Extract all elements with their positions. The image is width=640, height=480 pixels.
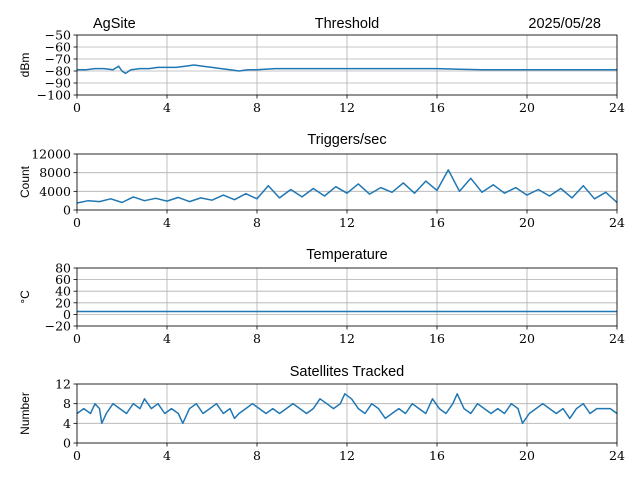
- satellites-xtick-label: 16: [429, 448, 445, 463]
- threshold-ylabel: dBm: [18, 53, 32, 78]
- threshold-xtick-label: 8: [253, 100, 261, 115]
- threshold-ytick-label: −90: [45, 76, 71, 91]
- temperature-xtick-label: 20: [519, 331, 535, 346]
- temperature-ytick-label: 80: [55, 261, 71, 276]
- triggers-ytick-label: 12000: [31, 147, 71, 162]
- triggers-xtick-label: 0: [73, 215, 81, 230]
- satellites-ytick-label: 0: [63, 436, 71, 451]
- triggers-ytick-label: 4000: [39, 184, 71, 199]
- satellites-ytick-label: 8: [63, 396, 71, 411]
- triggers-ytick-label: 8000: [39, 165, 71, 180]
- threshold-ytick-label: −50: [45, 28, 71, 43]
- temperature-xtick-label: 24: [609, 331, 625, 346]
- satellites-xtick-label: 4: [163, 448, 171, 463]
- chart-panels: 0 4 8 12 16 20 24 −100−90−80−70−60−50 Threshold d…: [18, 16, 625, 463]
- satellites-xtick-label: 12: [339, 448, 355, 463]
- threshold-ytick-label: −70: [45, 52, 71, 67]
- triggers-ylabel: Count: [18, 165, 32, 198]
- triggers-xtick-label: 24: [609, 215, 625, 230]
- threshold-ytick-label: −100: [37, 88, 71, 103]
- triggers-title: Triggers/sec: [307, 132, 386, 148]
- satellites-xtick-label: 0: [73, 448, 81, 463]
- satellites-title: Satellites Tracked: [290, 364, 404, 380]
- threshold-ytick-label: −80: [45, 64, 71, 79]
- triggers-panel: 0 4 8 12 16 20 24 0 4000 8000 12000 Triggers/sec Cou…: [18, 132, 625, 230]
- threshold-title: Threshold: [315, 16, 379, 32]
- temperature-ytick-label: 60: [55, 272, 71, 287]
- temperature-ytick-label: 20: [55, 295, 71, 310]
- triggers-xtick-label: 12: [339, 215, 355, 230]
- threshold-panel: 0 4 8 12 16 20 24 −100−90−80−70−60−50 Threshold d…: [18, 16, 625, 115]
- threshold-xtick-label: 12: [339, 100, 355, 115]
- threshold-ytick-label: −60: [45, 40, 71, 55]
- satellites-series-line: [76, 393, 618, 425]
- temperature-xtick-label: 8: [253, 331, 261, 346]
- satellites-ytick-label: 12: [55, 377, 71, 392]
- date-label: 2025/05/28: [528, 16, 601, 32]
- satellites-xtick-label: 24: [609, 448, 625, 463]
- temperature-ylabel: °C: [18, 290, 32, 304]
- triggers-ytick-label: 0: [63, 203, 71, 218]
- temperature-title: Temperature: [306, 247, 387, 263]
- temperature-ytick-label: −20: [45, 319, 71, 334]
- triggers-xtick-label: 16: [429, 215, 445, 230]
- threshold-xtick-label: 0: [73, 100, 81, 115]
- temperature-xtick-label: 4: [163, 331, 171, 346]
- satellites-ytick-label: 4: [63, 416, 71, 431]
- threshold-xtick-label: 24: [609, 100, 625, 115]
- threshold-xtick-label: 16: [429, 100, 445, 115]
- satellites-xtick-label: 20: [519, 448, 535, 463]
- triggers-xtick-label: 8: [253, 215, 261, 230]
- satellites-panel: 0 4 8 12 16 20 24 0 4 8 12 Satellites Tracked Number: [18, 364, 625, 463]
- threshold-xtick-label: 4: [163, 100, 171, 115]
- temperature-ytick-label: 0: [63, 307, 71, 322]
- triggers-xtick-label: 20: [519, 215, 535, 230]
- threshold-xtick-label: 20: [519, 100, 535, 115]
- satellites-xtick-label: 8: [253, 448, 261, 463]
- triggers-xtick-label: 4: [163, 215, 171, 230]
- satellites-ylabel: Number: [18, 392, 32, 435]
- temperature-xtick-label: 0: [73, 331, 81, 346]
- threshold-series-line: [77, 64, 617, 75]
- triggers-series-line: [76, 169, 618, 204]
- temperature-ytick-label: 40: [55, 284, 71, 299]
- site-name: AgSite: [93, 16, 136, 32]
- temperature-xtick-label: 16: [429, 331, 445, 346]
- temperature-xtick-label: 12: [339, 331, 355, 346]
